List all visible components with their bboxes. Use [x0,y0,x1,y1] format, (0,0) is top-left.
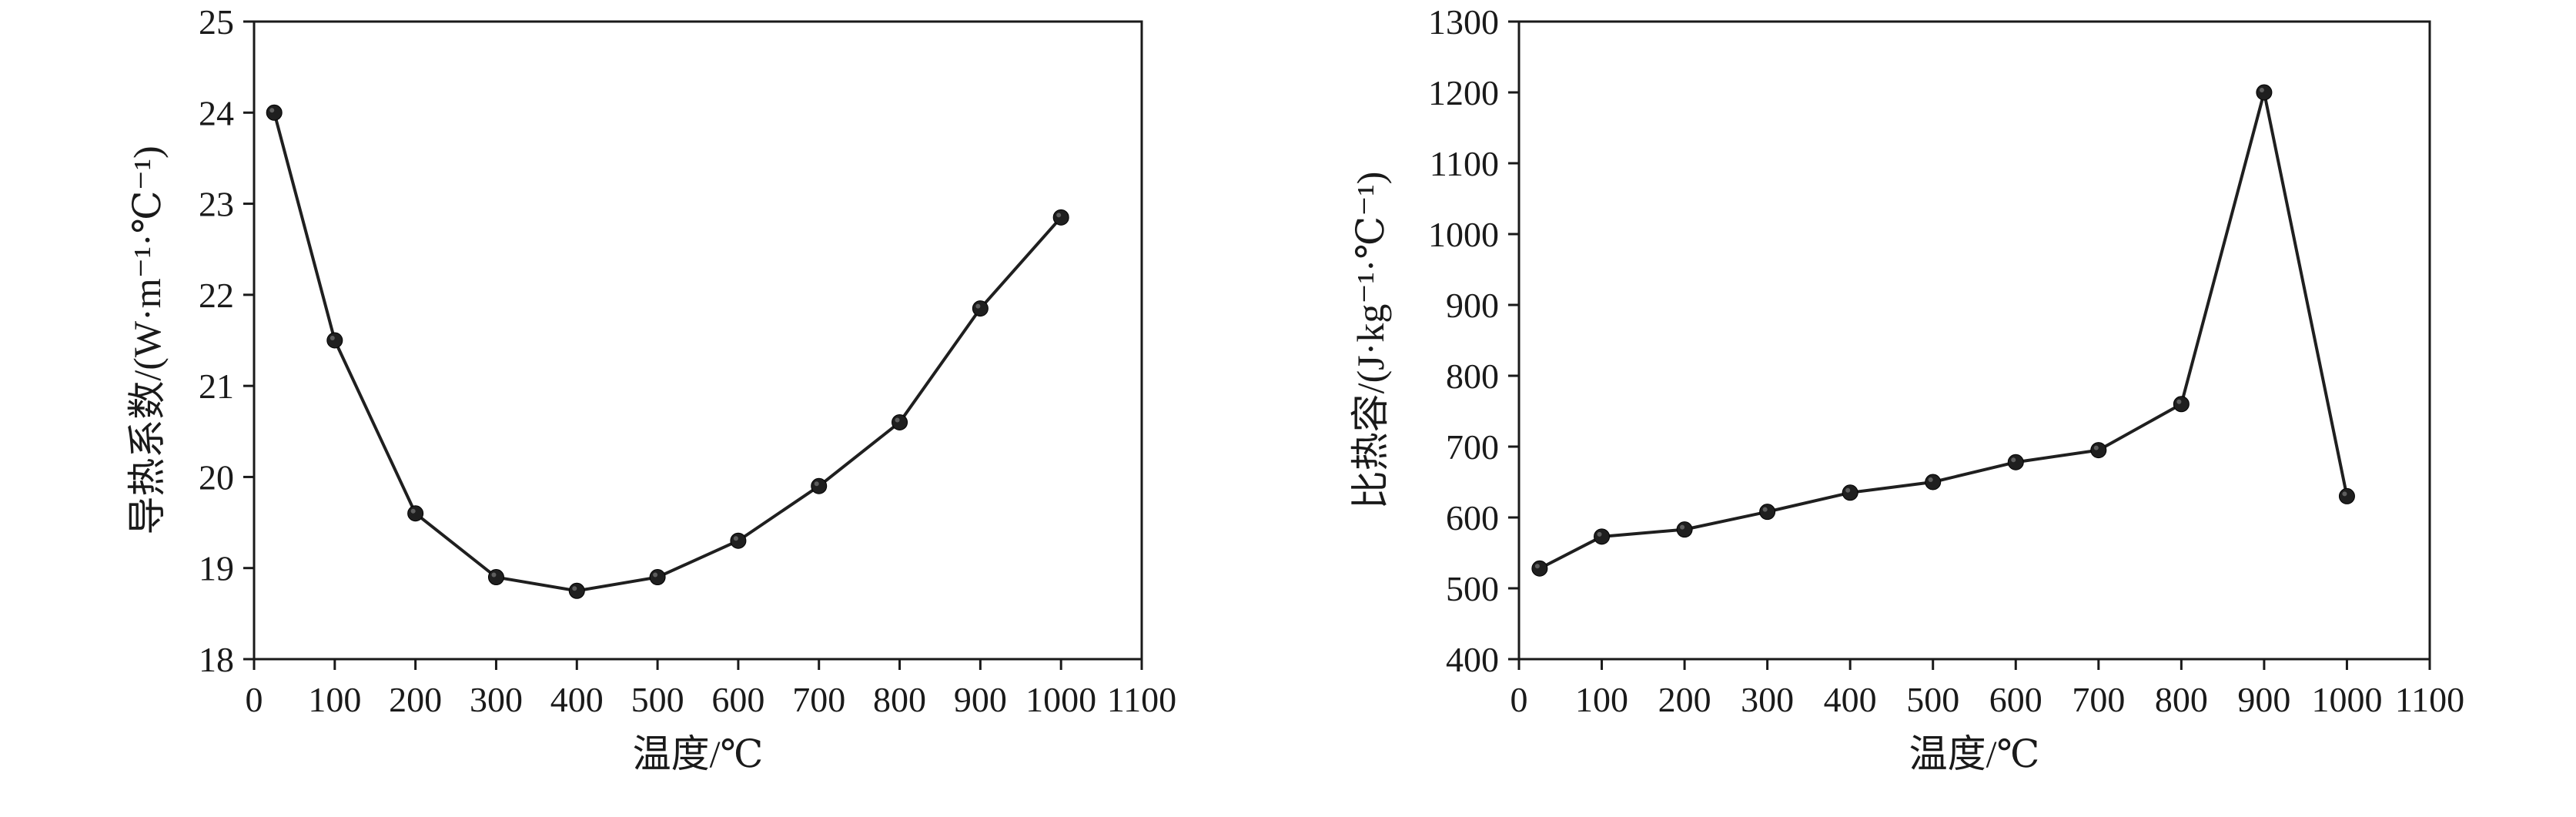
data-point-highlight [2259,88,2264,92]
data-point-marker [972,300,989,317]
data-point-highlight [1056,213,1062,218]
data-point-marker [1842,484,1858,501]
data-point-highlight [1845,487,1851,493]
x-tick-label: 100 [308,680,361,719]
x-tick-label: 400 [550,680,604,719]
thermal-conductivity-chart: 0 100 200 300 400 500 600 700 800 900 1000 1100 18 19… [0,0,1288,813]
x-tick-label: 0 [1510,680,1528,719]
x-tick-label: 700 [2072,680,2125,719]
data-point-marker [2173,396,2190,413]
x-tick-label: 100 [1575,680,1628,719]
x-tick-label: 200 [389,680,442,719]
data-point-highlight [2011,457,2016,463]
x-tick-label: 1100 [1107,680,1176,719]
y-tick-label: 21 [199,367,234,406]
data-point-marker [1594,528,1611,545]
data-point-highlight [410,508,416,514]
x-tick-label: 0 [246,680,263,719]
y-tick-label: 23 [199,185,234,224]
x-tick-label: 1100 [2395,680,2464,719]
specific-heat-chart: 0 100 200 300 400 500 600 700 800 900 1000 1100 400 5… [1288,0,2576,813]
data-point-marker [649,569,666,586]
data-point-highlight [269,108,275,113]
data-point-highlight [653,572,658,578]
data-series-line [1537,91,2349,571]
thermal-conductivity-plot: 0 100 200 300 400 500 600 700 800 900 1000 1100 18 19… [125,2,1176,775]
data-point-marker [1052,209,1069,226]
y-tick-label: 22 [199,276,234,315]
x-tick-label: 600 [711,680,764,719]
y-tick-label: 25 [199,2,234,42]
y-tick-label: 1200 [1428,73,1499,112]
y-tick-label: 800 [1446,357,1499,396]
data-point-highlight [895,417,900,423]
data-point-highlight [1928,477,1933,482]
data-point-marker [1531,560,1548,577]
x-tick-label: 1000 [1025,680,1096,719]
data-point-highlight [491,572,497,578]
y-tick-label: 19 [199,549,234,588]
y-tick-label: 1000 [1428,215,1499,254]
plot-frame [1517,20,2431,661]
x-tick-label: 500 [1906,680,1959,719]
data-point-highlight [2176,399,2182,404]
data-point-marker [1676,521,1693,538]
data-point-marker [2338,487,2355,504]
y-tick-label: 1100 [1430,144,1499,183]
data-point-highlight [1762,507,1768,512]
y-tick-label: 1300 [1428,2,1499,42]
data-point-marker [568,582,585,599]
x-tick-label: 600 [1989,680,2042,719]
x-tick-label: 900 [2237,680,2290,719]
data-point-marker [266,104,283,121]
data-point-marker [892,414,908,430]
x-tick-label: 400 [1824,680,1877,719]
x-tick-label: 700 [792,680,845,719]
x-tick-label: 500 [631,680,684,719]
data-point-highlight [1597,531,1602,537]
x-tick-label: 900 [954,680,1007,719]
data-point-marker [811,477,828,494]
x-tick-label: 800 [2155,680,2208,719]
data-point-highlight [1680,524,1685,530]
data-point-highlight [2093,445,2099,450]
data-point-highlight [733,536,738,541]
data-point-marker [1759,504,1776,521]
x-tick-label: 200 [1658,680,1711,719]
data-point-marker [2007,454,2024,470]
y-tick-label: 700 [1446,427,1499,467]
y-axis-label: 导热系数/(W·m⁻¹·℃⁻¹) [125,146,169,534]
data-point-marker [730,532,747,549]
plot-frame [253,20,1143,661]
y-tick-label: 600 [1446,498,1499,537]
y-tick-label: 20 [199,457,234,497]
x-tick-label: 1000 [2311,680,2382,719]
data-point-highlight [1534,564,1540,569]
data-point-marker [2256,84,2273,101]
data-point-highlight [330,336,335,340]
specific-heat-plot: 0 100 200 300 400 500 600 700 800 900 1000 1100 400 5… [1349,2,2464,775]
data-point-highlight [572,586,577,591]
data-point-highlight [975,303,981,309]
data-point-marker [487,569,504,586]
data-point-marker [407,505,424,522]
y-tick-label: 24 [199,93,234,132]
y-tick-label: 400 [1446,640,1499,679]
y-tick-label: 500 [1446,569,1499,608]
x-axis-label: 温度/℃ [633,732,764,775]
x-tick-label: 300 [470,680,523,719]
y-tick-label: 900 [1446,286,1499,325]
data-point-highlight [814,481,819,487]
data-point-marker [1925,474,1942,491]
x-tick-label: 800 [873,680,926,719]
data-series-line [273,111,1063,593]
data-point-marker [2090,442,2107,459]
x-axis-label: 温度/℃ [1909,732,2040,775]
y-tick-label: 18 [199,640,234,679]
y-axis-label: 比热容/(J·kg⁻¹·℃⁻¹) [1349,172,1392,510]
data-point-marker [326,332,343,349]
data-point-highlight [2342,491,2347,497]
x-tick-label: 300 [1741,680,1794,719]
